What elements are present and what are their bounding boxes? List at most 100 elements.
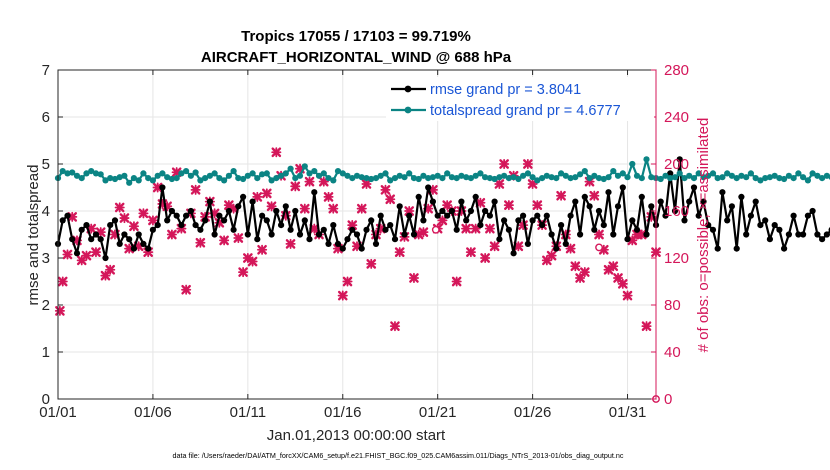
series-point-rmse bbox=[448, 207, 455, 215]
series-point-rmse bbox=[771, 222, 778, 229]
series-point-totalspread bbox=[662, 172, 669, 179]
obs-assimilated-marker bbox=[271, 147, 282, 158]
series-point-rmse bbox=[724, 217, 731, 224]
series-point-totalspread bbox=[254, 175, 261, 182]
obs-assimilated-marker bbox=[546, 250, 557, 261]
obs-assimilated-marker bbox=[323, 191, 334, 202]
series-point-rmse bbox=[690, 184, 698, 191]
series-point-totalspread bbox=[610, 168, 617, 175]
series-point-rmse bbox=[358, 245, 365, 252]
series-point-totalspread bbox=[429, 174, 436, 181]
series-point-rmse bbox=[719, 189, 726, 196]
obs-assimilated-marker bbox=[105, 264, 116, 275]
series-point-rmse bbox=[102, 254, 109, 262]
obs-assimilated-marker bbox=[257, 244, 268, 255]
series-point-rmse bbox=[192, 222, 199, 229]
obs-assimilated-marker bbox=[608, 261, 619, 272]
series-point-totalspread bbox=[747, 170, 755, 177]
series-point-totalspread bbox=[434, 172, 441, 179]
y-axis-left-label: rmse and totalspread bbox=[25, 165, 42, 306]
series-point-totalspread bbox=[766, 174, 774, 181]
series-point-rmse bbox=[173, 212, 180, 219]
series-point-totalspread bbox=[263, 170, 270, 177]
series-point-rmse bbox=[776, 226, 783, 233]
series-point-rmse bbox=[581, 193, 588, 200]
series-point-rmse bbox=[800, 231, 807, 238]
series-point-totalspread bbox=[453, 175, 460, 182]
series-point-totalspread bbox=[463, 174, 470, 181]
series-point-totalspread bbox=[515, 175, 522, 183]
series-point-rmse bbox=[766, 236, 774, 243]
series-point-totalspread bbox=[657, 175, 664, 183]
series-point-rmse bbox=[149, 226, 156, 233]
obs-assimilated-marker bbox=[128, 221, 139, 232]
series-point-totalspread bbox=[558, 170, 565, 177]
series-point-totalspread bbox=[505, 175, 512, 182]
y-right-tick-label: 280 bbox=[664, 62, 689, 79]
series-point-totalspread bbox=[59, 168, 66, 175]
obs-assimilated-marker bbox=[494, 178, 505, 190]
series-point-totalspread bbox=[496, 174, 503, 181]
series-point-totalspread bbox=[719, 174, 726, 181]
y-left-tick-label: 5 bbox=[42, 156, 50, 173]
series-point-rmse bbox=[463, 217, 470, 224]
y-axis-right-label: # of obs: o=possible; ×=assimilated bbox=[695, 118, 712, 353]
series-point-totalspread bbox=[629, 160, 636, 168]
series-point-totalspread bbox=[225, 172, 232, 179]
obs-assimilated-marker bbox=[81, 250, 92, 261]
series-point-totalspread bbox=[173, 175, 180, 182]
series-point-rmse bbox=[553, 245, 560, 252]
series-point-rmse bbox=[752, 198, 759, 205]
series-point-rmse bbox=[221, 217, 228, 224]
series-point-totalspread bbox=[529, 174, 536, 181]
series-point-rmse bbox=[78, 226, 85, 233]
series-point-rmse bbox=[429, 198, 436, 205]
obs-assimilated-marker bbox=[570, 261, 581, 272]
obs-assimilated-marker bbox=[579, 267, 590, 278]
series-point-rmse bbox=[116, 240, 123, 247]
series-point-rmse bbox=[159, 184, 166, 191]
series-point-rmse bbox=[510, 250, 517, 257]
series-point-rmse bbox=[633, 226, 641, 233]
series-point-totalspread bbox=[439, 175, 446, 182]
series-point-totalspread bbox=[553, 175, 560, 182]
obs-assimilated-marker bbox=[342, 276, 353, 287]
series-point-rmse bbox=[705, 222, 712, 229]
obs-assimilated-marker bbox=[636, 229, 647, 240]
x-tick-label: 01/16 bbox=[324, 404, 362, 421]
series-point-rmse bbox=[244, 231, 251, 238]
obs-assimilated-marker bbox=[489, 241, 500, 252]
series-point-totalspread bbox=[781, 175, 788, 183]
series-point-totalspread bbox=[785, 172, 793, 179]
series-point-rmse bbox=[211, 231, 218, 238]
obs-assimilated-marker bbox=[285, 238, 296, 249]
series-point-totalspread bbox=[415, 175, 422, 183]
series-point-rmse bbox=[130, 245, 137, 252]
series-point-totalspread bbox=[591, 172, 598, 179]
obs-assimilated-marker bbox=[62, 249, 73, 260]
obs-assimilated-marker bbox=[499, 158, 510, 170]
series-point-rmse bbox=[311, 189, 318, 196]
obs-assimilated-marker bbox=[408, 272, 419, 284]
series-point-rmse bbox=[145, 245, 152, 252]
series-point-totalspread bbox=[278, 172, 285, 179]
series-point-rmse bbox=[515, 217, 522, 224]
series-point-rmse bbox=[140, 240, 147, 247]
series-point-totalspread bbox=[287, 165, 294, 172]
series-point-rmse bbox=[363, 226, 370, 233]
series-point-rmse bbox=[401, 231, 408, 238]
series-point-totalspread bbox=[178, 170, 185, 177]
obs-assimilated-marker bbox=[522, 158, 533, 170]
series-point-totalspread bbox=[330, 177, 337, 184]
series-point-rmse bbox=[69, 236, 76, 243]
obs-assimilated-marker bbox=[299, 203, 310, 214]
series-point-rmse bbox=[282, 203, 289, 210]
series-point-rmse bbox=[676, 156, 683, 163]
series-point-rmse bbox=[529, 217, 536, 224]
series-point-totalspread bbox=[823, 172, 830, 179]
series-point-totalspread bbox=[273, 175, 280, 182]
obs-assimilated-marker bbox=[418, 227, 429, 238]
series-point-rmse bbox=[610, 231, 617, 238]
series-point-rmse bbox=[278, 222, 285, 229]
series-point-totalspread bbox=[164, 174, 171, 181]
